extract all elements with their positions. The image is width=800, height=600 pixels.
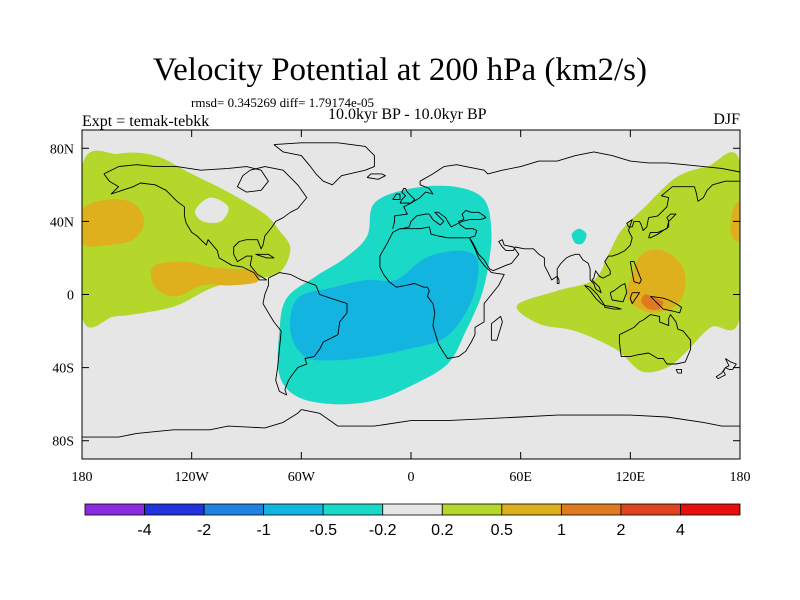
coastline-13 xyxy=(650,295,682,314)
coastline-17 xyxy=(399,188,416,204)
coastline-8 xyxy=(675,368,682,374)
colorbar: -4 -2 -1 -0.5 -0.2 0.2 0.5 1 2 4 xyxy=(84,503,741,539)
chart-title: Velocity Potential at 200 hPa (km2/s) xyxy=(152,52,648,88)
colorbar-swatch xyxy=(620,503,681,516)
colorbar-swatch xyxy=(382,503,443,516)
coastline-7 xyxy=(618,314,692,365)
coastline-12 xyxy=(609,283,628,303)
region-west-pacific-positive xyxy=(516,152,740,373)
colorbar-swatch xyxy=(263,503,324,516)
coastline-11 xyxy=(604,305,622,310)
colorbar-swatch xyxy=(322,503,384,516)
colorbar-label: 2 xyxy=(616,522,625,539)
coastline-6 xyxy=(490,315,503,341)
coastline-10 xyxy=(584,284,606,306)
coastline-22 xyxy=(301,409,740,427)
y-tick-label: 80S xyxy=(52,435,74,450)
coastline-23 xyxy=(82,409,302,438)
region-south-atlantic-low xyxy=(289,250,479,361)
season-label: DJF xyxy=(713,111,740,128)
region-north-pacific-high xyxy=(82,199,145,247)
x-tick-label: 60W xyxy=(288,470,316,485)
region-maritime-continent-max xyxy=(641,294,664,310)
stats-label: rmsd= 0.345269 diff= 1.79174e-05 xyxy=(191,95,375,110)
y-tick-label: 0 xyxy=(67,289,74,304)
coastline-layer xyxy=(82,142,740,438)
region-east-pacific-high xyxy=(150,261,260,297)
x-tick-label: 60E xyxy=(509,470,532,485)
colorbar-label: -2 xyxy=(197,522,211,539)
experiment-label: Expt = temak-tebkk xyxy=(82,113,210,130)
x-tick-label: 180 xyxy=(730,470,751,485)
y-tick-label: 80N xyxy=(50,142,74,157)
region-tibet-negative xyxy=(571,228,587,245)
coastline-20 xyxy=(255,253,275,259)
coastline-1 xyxy=(273,142,375,186)
coastline-16 xyxy=(648,213,677,239)
colorbar-swatch xyxy=(680,503,741,516)
colorbar-label: -1 xyxy=(256,522,270,539)
colorbar-label: 0.2 xyxy=(431,522,453,539)
coastline-18 xyxy=(392,193,401,200)
y-tick-label: 40N xyxy=(50,215,74,230)
coastline-4 xyxy=(400,180,740,294)
y-tick-label: 40S xyxy=(52,362,74,377)
x-tick-label: 120W xyxy=(175,470,210,485)
period-label: 10.0kyr BP - 10.0kyr BP xyxy=(328,106,487,123)
contour-fill-layer xyxy=(82,150,740,405)
x-tick-label: 180 xyxy=(72,470,93,485)
colorbar-swatch xyxy=(501,503,562,516)
axis-ticks: 180 120W 60W 0 60E 120E 180 80N 40N 0 40S 80S xyxy=(50,130,751,485)
x-tick-label: 0 xyxy=(408,470,415,485)
colorbar-swatch xyxy=(84,503,145,516)
coastline-2 xyxy=(262,272,348,396)
colorbar-label: -4 xyxy=(137,522,151,539)
coastline-14 xyxy=(629,292,640,305)
colorbar-swatch xyxy=(560,503,622,516)
colorbar-label: 0.5 xyxy=(491,522,513,539)
coastline-5 xyxy=(379,226,505,359)
colorbar-label: -0.2 xyxy=(369,522,397,539)
coastline-21 xyxy=(556,276,560,284)
region-north-america-gap xyxy=(195,197,229,223)
x-tick-label: 120E xyxy=(616,470,646,485)
colorbar-swatch xyxy=(144,503,205,516)
coastline-19 xyxy=(366,173,386,180)
colorbar-label: 4 xyxy=(676,522,685,539)
region-north-pacific-positive xyxy=(82,150,291,328)
colorbar-swatch xyxy=(203,503,265,516)
coastline-0 xyxy=(103,164,308,281)
coastline-9 xyxy=(715,358,737,380)
colorbar-label: 1 xyxy=(557,522,566,539)
region-west-pacific-high xyxy=(626,249,686,313)
coastline-15 xyxy=(629,261,642,284)
colorbar-swatch xyxy=(441,503,503,516)
colorbar-label: -0.5 xyxy=(309,522,337,539)
